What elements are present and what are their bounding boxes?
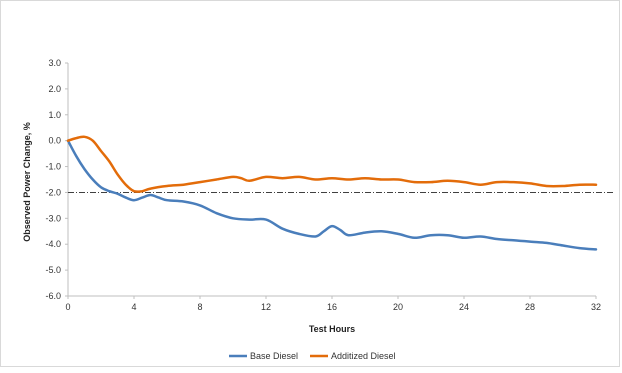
- x-tick-label: 12: [261, 302, 271, 312]
- legend-label-base-diesel: Base Diesel: [250, 351, 298, 361]
- y-axis-title: Observed Power Change, %: [22, 122, 32, 242]
- y-axis-ticks: 3.0 2.0 1.0 0.0 -1.0 -2.0 -3.0 -4.0 -5.0 -6.0: [45, 58, 68, 301]
- legend: Base Diesel Additized Diesel: [229, 351, 396, 361]
- series-line-base-diesel: [66, 139, 598, 251]
- x-tick-label: 32: [591, 302, 601, 312]
- x-axis-ticks: 0 4 8 12 16 20 24 28 32: [65, 296, 601, 312]
- y-tick-label: -5.0: [45, 265, 61, 275]
- x-tick-label: 20: [393, 302, 403, 312]
- y-tick-label: 2.0: [48, 84, 61, 94]
- y-tick-label: 1.0: [48, 110, 61, 120]
- y-tick-label: 0.0: [48, 136, 61, 146]
- x-tick-label: 4: [131, 302, 136, 312]
- y-tick-label: 3.0: [48, 58, 61, 68]
- x-tick-label: 24: [459, 302, 469, 312]
- y-tick-label: -4.0: [45, 239, 61, 249]
- y-tick-label: -6.0: [45, 291, 61, 301]
- y-tick-label: -2.0: [45, 187, 61, 197]
- x-tick-label: 16: [327, 302, 337, 312]
- plot-area: 3.0 2.0 1.0 0.0 -1.0 -2.0 -3.0 -4.0 -5.0 -6.0 0 4 8…: [45, 58, 615, 312]
- x-tick-label: 0: [65, 302, 70, 312]
- series-line-additized-diesel: [66, 135, 598, 193]
- x-axis-title: Test Hours: [309, 324, 355, 334]
- legend-label-additized-diesel: Additized Diesel: [331, 351, 396, 361]
- series-layer: [66, 135, 598, 251]
- x-tick-label: 8: [197, 302, 202, 312]
- y-tick-label: -3.0: [45, 213, 61, 223]
- x-tick-label: 28: [525, 302, 535, 312]
- y-tick-label: -1.0: [45, 162, 61, 172]
